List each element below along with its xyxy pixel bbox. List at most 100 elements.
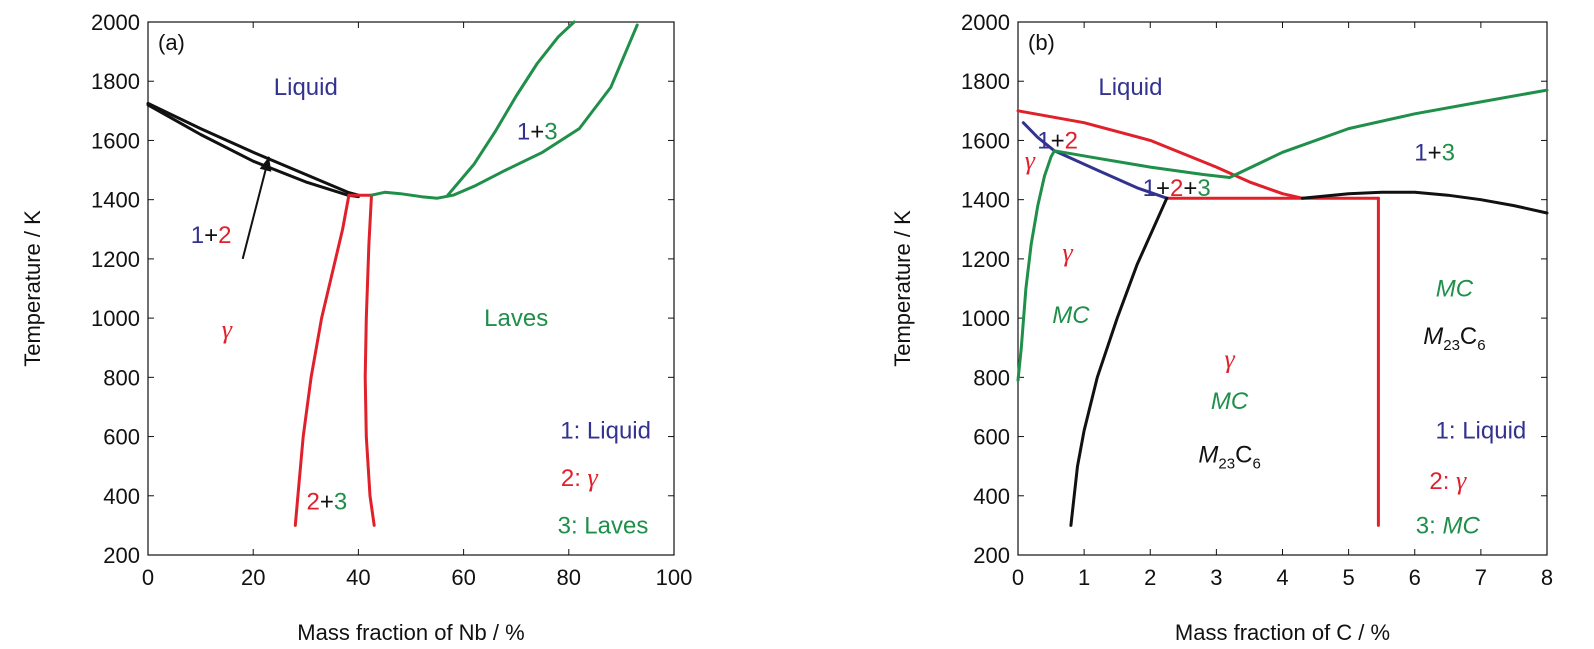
- region-label-part: +: [204, 222, 218, 249]
- y-tick-label: 1200: [961, 247, 1010, 272]
- region-label-part: +: [1051, 127, 1065, 154]
- region-label: γ: [1025, 146, 1036, 175]
- x-tick-label: 6: [1409, 565, 1421, 590]
- region-label: 2: γ: [561, 463, 599, 492]
- region-label-part: +: [1156, 175, 1170, 202]
- pointer-arrow: [241, 156, 270, 260]
- region-label-part: 3: [1416, 512, 1429, 539]
- panel-label: (a): [158, 30, 185, 55]
- region-label-part: 1: [1414, 139, 1427, 166]
- phase-boundary-line: [1300, 190, 1549, 215]
- y-tick-label: 2000: [961, 10, 1010, 35]
- region-label-part: 1: [517, 119, 530, 146]
- region-label-subscript: 6: [1477, 337, 1485, 354]
- x-tick-label: 2: [1144, 565, 1156, 590]
- region-label-part: 1: [1436, 418, 1449, 445]
- arrow-head: [259, 156, 272, 172]
- phase-boundary-line: [146, 101, 360, 197]
- y-tick-label: 400: [103, 484, 140, 509]
- region-label-part: C: [1460, 323, 1477, 350]
- region-label: 3: MC: [1416, 512, 1481, 539]
- region-label-part: M: [1423, 323, 1443, 350]
- region-label-part: 3: [558, 512, 571, 539]
- y-tick-label: 800: [973, 365, 1010, 390]
- region-label-part: : Laves: [571, 512, 648, 539]
- region-label-part: 2: [218, 222, 231, 249]
- region-label-part: 1: [191, 222, 204, 249]
- region-label-part: 3: [1442, 139, 1455, 166]
- region-label-part: +: [1428, 139, 1442, 166]
- y-tick-label: 1800: [91, 69, 140, 94]
- y-tick-label: 1000: [961, 306, 1010, 331]
- phase-boundary-line: [1016, 109, 1304, 200]
- region-label-part: 2: [1065, 127, 1078, 154]
- phase-diagram-panel-b: 0 1 2 3 4 5 6 7 82004006008001000120014001600180…: [890, 10, 1553, 645]
- region-label: 1+2: [1037, 127, 1078, 154]
- phase-boundary-line: [1021, 121, 1056, 153]
- region-label-part: 2: [561, 465, 574, 492]
- region-label-part: 2: [1170, 175, 1183, 202]
- region-label-part: 1: [1037, 127, 1050, 154]
- region-label-part: : Liquid: [574, 418, 651, 445]
- region-label: 1: Liquid: [1436, 418, 1527, 445]
- region-label-subscript: 23: [1218, 455, 1235, 472]
- phase-boundary-line: [293, 193, 351, 527]
- region-label: M23C6: [1198, 441, 1260, 472]
- y-axis-label: Temperature / K: [20, 210, 45, 367]
- region-label: Laves: [484, 305, 548, 332]
- y-tick-label: 1200: [91, 247, 140, 272]
- region-label-part: 3: [334, 489, 347, 516]
- region-label: 1+3: [517, 119, 558, 146]
- region-label-part: 1: [1143, 175, 1156, 202]
- plot-frame: [147, 21, 675, 556]
- phase-boundary-line: [1228, 88, 1549, 179]
- region-label-part: M: [1198, 441, 1218, 468]
- x-tick-label: 4: [1276, 565, 1288, 590]
- y-tick-label: 200: [103, 543, 140, 568]
- region-label-part: 1: [560, 418, 573, 445]
- x-tick-label: 100: [656, 565, 693, 590]
- y-tick-label: 2000: [91, 10, 140, 35]
- x-axis-label: Mass fraction of C / %: [1175, 620, 1390, 645]
- region-label-part: : Liquid: [1449, 418, 1526, 445]
- y-tick-label: 1400: [91, 188, 140, 213]
- region-label-part: 2: [1429, 468, 1442, 495]
- phase-boundary-line: [363, 193, 376, 527]
- region-label-part: :: [1429, 512, 1442, 539]
- region-label: MC: [1436, 276, 1474, 303]
- region-label: 2+3: [306, 489, 347, 516]
- x-tick-label: 40: [346, 565, 370, 590]
- panel-label: (b): [1028, 30, 1055, 55]
- region-label: 3: Laves: [558, 512, 649, 539]
- region-label-part: γ: [588, 463, 599, 492]
- region-label: γ: [222, 315, 233, 344]
- region-label-part: 3: [544, 119, 557, 146]
- region-label: MC: [1052, 302, 1090, 329]
- region-label-part: 3: [1197, 175, 1210, 202]
- region-label: Liquid: [1098, 74, 1162, 101]
- region-label-part: +: [320, 489, 334, 516]
- y-tick-label: 1600: [961, 128, 1010, 153]
- x-tick-label: 7: [1475, 565, 1487, 590]
- region-label: γ: [1224, 345, 1235, 374]
- y-tick-label: 200: [973, 543, 1010, 568]
- x-tick-label: 0: [1012, 565, 1024, 590]
- region-label: 1+2+3: [1143, 175, 1211, 202]
- region-label-subscript: 6: [1252, 455, 1260, 472]
- region-label-part: MC: [1443, 512, 1481, 539]
- region-label-part: 2: [306, 489, 319, 516]
- region-label-part: :: [574, 465, 587, 492]
- region-label: Liquid: [274, 74, 338, 101]
- region-label-part: :: [1443, 468, 1456, 495]
- x-tick-label: 0: [142, 565, 154, 590]
- phase-boundary-line: [1016, 149, 1056, 382]
- x-tick-label: 8: [1541, 565, 1553, 590]
- region-label: 1+2: [191, 222, 232, 249]
- x-axis-label: Mass fraction of Nb / %: [297, 620, 524, 645]
- region-label: MC: [1211, 388, 1249, 415]
- region-label: 2: γ: [1429, 466, 1467, 495]
- y-tick-label: 1600: [91, 128, 140, 153]
- x-tick-label: 80: [557, 565, 581, 590]
- region-label-subscript: 23: [1443, 337, 1460, 354]
- phase-boundary-line: [1052, 149, 1232, 179]
